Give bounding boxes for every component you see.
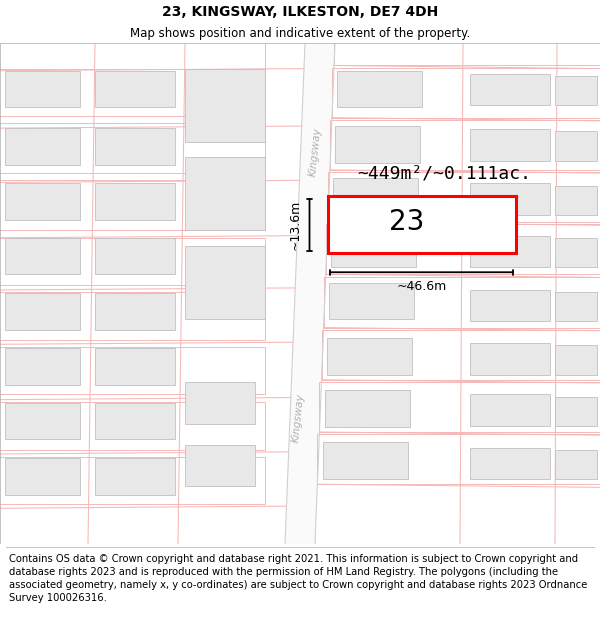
Polygon shape [337, 71, 422, 108]
Polygon shape [555, 131, 597, 161]
Polygon shape [0, 181, 265, 231]
Polygon shape [332, 68, 600, 118]
Polygon shape [5, 184, 80, 220]
Polygon shape [185, 158, 265, 231]
Polygon shape [95, 71, 175, 108]
Polygon shape [323, 278, 600, 328]
Polygon shape [331, 231, 416, 267]
Polygon shape [470, 184, 550, 215]
Text: 23, KINGSWAY, ILKESTON, DE7 4DH: 23, KINGSWAY, ILKESTON, DE7 4DH [162, 5, 438, 19]
Polygon shape [322, 329, 600, 380]
Polygon shape [95, 349, 175, 385]
Polygon shape [0, 38, 265, 69]
Polygon shape [555, 292, 597, 321]
Polygon shape [555, 238, 597, 267]
Polygon shape [95, 402, 175, 439]
Polygon shape [326, 224, 600, 274]
Polygon shape [5, 128, 80, 164]
Polygon shape [5, 458, 80, 494]
Polygon shape [328, 172, 600, 222]
Polygon shape [333, 178, 418, 215]
Polygon shape [5, 349, 80, 385]
Polygon shape [555, 76, 597, 105]
Polygon shape [5, 293, 80, 329]
Polygon shape [0, 292, 265, 340]
Bar [328, 196, 515, 254]
Polygon shape [5, 402, 80, 439]
Polygon shape [0, 402, 265, 450]
Polygon shape [334, 39, 600, 66]
Polygon shape [0, 63, 265, 116]
Polygon shape [555, 450, 597, 479]
Polygon shape [317, 434, 600, 484]
Polygon shape [0, 457, 265, 504]
Polygon shape [95, 128, 175, 164]
Polygon shape [185, 444, 255, 486]
Polygon shape [0, 123, 265, 173]
Text: Kingsway: Kingsway [307, 127, 323, 177]
Polygon shape [0, 348, 265, 394]
Text: Map shows position and indicative extent of the property.: Map shows position and indicative extent… [130, 27, 470, 39]
Polygon shape [470, 129, 550, 161]
Text: ~13.6m: ~13.6m [289, 199, 302, 250]
Polygon shape [0, 238, 265, 285]
Polygon shape [470, 394, 550, 426]
Polygon shape [95, 458, 175, 494]
Text: ~449m²/~0.111ac.: ~449m²/~0.111ac. [358, 164, 532, 182]
Polygon shape [95, 293, 175, 329]
Polygon shape [555, 396, 597, 426]
Polygon shape [555, 346, 597, 374]
Polygon shape [185, 69, 265, 142]
Polygon shape [95, 184, 175, 220]
Polygon shape [323, 442, 407, 479]
Polygon shape [5, 238, 80, 274]
Text: Contains OS data © Crown copyright and database right 2021. This information is : Contains OS data © Crown copyright and d… [9, 554, 587, 603]
Text: 23: 23 [389, 208, 424, 236]
Polygon shape [319, 382, 600, 432]
Polygon shape [95, 238, 175, 274]
Polygon shape [470, 343, 550, 374]
Text: ~46.6m: ~46.6m [397, 281, 446, 293]
Polygon shape [555, 186, 597, 215]
Polygon shape [185, 382, 255, 424]
Polygon shape [5, 71, 80, 108]
Polygon shape [335, 126, 420, 162]
Polygon shape [470, 290, 550, 321]
Polygon shape [470, 236, 550, 267]
Polygon shape [330, 120, 600, 170]
Polygon shape [327, 338, 412, 374]
Polygon shape [329, 282, 414, 319]
Polygon shape [470, 448, 550, 479]
Text: Kingsway: Kingsway [290, 393, 305, 444]
Polygon shape [285, 42, 335, 544]
Polygon shape [470, 74, 550, 105]
Polygon shape [325, 390, 410, 427]
Polygon shape [185, 246, 265, 319]
